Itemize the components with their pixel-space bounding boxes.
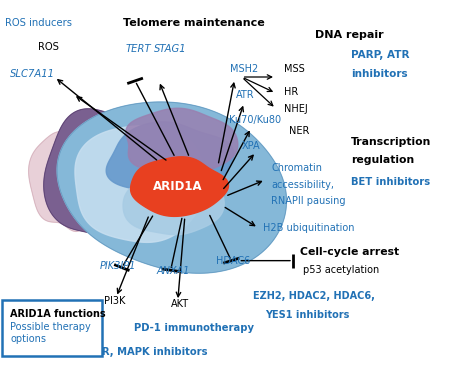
- Text: p53 acetylation: p53 acetylation: [303, 265, 380, 275]
- Text: mTOR, MAPK inhibitors: mTOR, MAPK inhibitors: [76, 347, 207, 357]
- Polygon shape: [75, 126, 205, 243]
- Text: DNA repair: DNA repair: [315, 30, 384, 40]
- Text: Telomere maintenance: Telomere maintenance: [123, 18, 265, 28]
- Polygon shape: [57, 102, 286, 273]
- Text: PARP, ATR: PARP, ATR: [351, 50, 409, 60]
- Text: Ku70/Ku80: Ku70/Ku80: [229, 115, 281, 125]
- Text: options: options: [10, 334, 46, 344]
- Text: HR: HR: [284, 87, 299, 97]
- Polygon shape: [44, 109, 171, 244]
- Text: inhibitors: inhibitors: [351, 69, 407, 79]
- Text: PI3K: PI3K: [104, 296, 126, 306]
- Text: PIK3IP1: PIK3IP1: [100, 261, 136, 271]
- Text: STAG1: STAG1: [154, 44, 187, 54]
- Text: Chromatin: Chromatin: [271, 163, 322, 173]
- Text: regulation: regulation: [351, 155, 414, 165]
- Text: PD-1 immunotherapy: PD-1 immunotherapy: [134, 323, 254, 333]
- Text: ANXA1: ANXA1: [156, 266, 190, 276]
- Text: RNAPII pausing: RNAPII pausing: [271, 196, 346, 206]
- Text: ARID1A functions: ARID1A functions: [10, 309, 106, 319]
- Text: NER: NER: [289, 126, 310, 136]
- Text: MSS: MSS: [284, 64, 305, 74]
- Text: accessibility,: accessibility,: [271, 180, 334, 190]
- Text: ROS: ROS: [38, 42, 59, 52]
- Polygon shape: [123, 173, 224, 235]
- Text: TERT: TERT: [126, 44, 151, 54]
- Text: ROS inducers: ROS inducers: [5, 18, 72, 28]
- Text: H2B ubiquitination: H2B ubiquitination: [263, 223, 355, 233]
- Text: XPA: XPA: [242, 141, 260, 151]
- Text: ATR: ATR: [236, 90, 255, 100]
- Text: Possible therapy: Possible therapy: [10, 322, 91, 332]
- Text: BET inhibitors: BET inhibitors: [351, 177, 430, 187]
- Text: AKT: AKT: [171, 299, 189, 309]
- Polygon shape: [29, 132, 111, 231]
- Text: Transcription: Transcription: [351, 137, 431, 147]
- Text: MSH2: MSH2: [230, 64, 258, 74]
- Text: NHEJ: NHEJ: [284, 104, 308, 114]
- Text: HDAC6: HDAC6: [216, 256, 250, 266]
- FancyBboxPatch shape: [2, 300, 102, 356]
- Polygon shape: [131, 157, 228, 216]
- Text: Cell-cycle arrest: Cell-cycle arrest: [300, 247, 399, 257]
- Text: YES1 inhibitors: YES1 inhibitors: [265, 310, 350, 320]
- Text: EZH2, HDAC2, HDAC6,: EZH2, HDAC2, HDAC6,: [253, 291, 374, 301]
- Text: SLC7A11: SLC7A11: [9, 69, 55, 79]
- Polygon shape: [126, 108, 238, 176]
- Text: ARID1A: ARID1A: [153, 180, 202, 193]
- Polygon shape: [106, 122, 234, 202]
